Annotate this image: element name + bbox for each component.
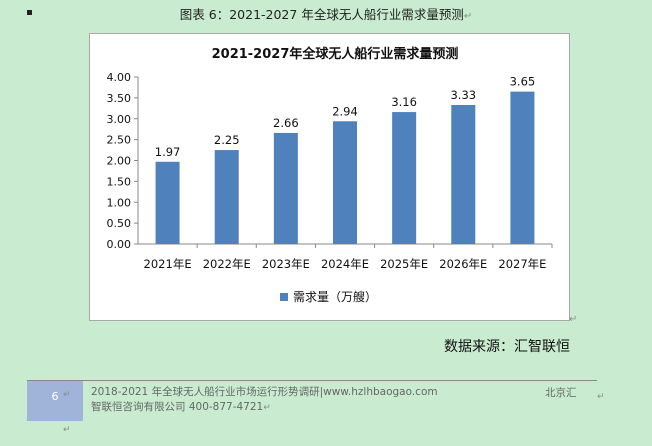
paragraph-mark-icon: ↵ (463, 11, 473, 22)
bar-value-label: 1.97 (155, 145, 181, 159)
y-tick-label: 3.50 (107, 92, 132, 105)
x-tick-label: 2025年E (380, 257, 428, 271)
bar-value-label: 2.25 (214, 133, 240, 147)
data-source-note: 数据来源：汇智联恒 (444, 339, 570, 355)
bar (155, 161, 180, 244)
y-tick-label: 4.00 (107, 71, 132, 84)
chart-title: 2021-2027年全球无人船行业需求量预测 (212, 46, 459, 62)
bar (214, 150, 239, 244)
figure-caption-text: 图表 6：2021-2027 年全球无人船行业需求量预测 (179, 7, 464, 22)
footer-city: 北京汇 (545, 387, 577, 399)
y-tick-label: 0.50 (107, 217, 132, 230)
page-number: 6 (51, 390, 59, 403)
x-tick-label: 2022年E (203, 257, 251, 271)
x-tick-label: 2021年E (144, 257, 192, 271)
y-tick-label: 2.00 (107, 155, 132, 168)
footer-text: 2018-2021 年全球无人船行业市场运行形势调研|www.hzlhbaoga… (91, 385, 531, 416)
bar-value-label: 3.16 (391, 95, 417, 109)
paragraph-mark-icon: ↵ (63, 390, 71, 400)
page-number-box: 6 (27, 381, 83, 421)
x-axis-labels: 2021年E 2022年E 2023年E 2024年E 2025年E 2026年E 2027… (144, 244, 553, 271)
bar (451, 104, 476, 244)
chart-container: 2021-2027年全球无人船行业需求量预测 0.00 0.50 1.00 1.50 2… (89, 33, 570, 321)
paragraph-mark-icon: ↵ (597, 392, 605, 402)
x-tick-label: 2026年E (439, 257, 487, 271)
x-tick-label: 2027年E (498, 257, 546, 271)
chart-legend: 需求量（万艘） (280, 289, 377, 304)
bullet-marker (27, 10, 32, 15)
figure-caption: 图表 6：2021-2027 年全球无人船行业需求量预测↵ (0, 4, 652, 23)
bar-value-label: 2.66 (273, 116, 299, 130)
paragraph-mark-icon: ↵ (263, 403, 271, 413)
y-tick-label: 1.00 (107, 196, 132, 209)
bar (273, 132, 298, 244)
legend-swatch (280, 293, 288, 301)
footer-divider (27, 380, 597, 381)
bar (510, 91, 535, 244)
y-tick-label: 1.50 (107, 175, 132, 188)
x-tick-label: 2024年E (321, 257, 369, 271)
y-axis-ticks: 0.00 0.50 1.00 1.50 2.00 2.50 3.00 3.50 4.00 (107, 71, 138, 251)
y-tick-label: 2.50 (107, 134, 132, 147)
bar-series: 1.97 2.25 2.66 2.94 3.16 3.33 3.65 (155, 75, 535, 244)
bar (333, 121, 357, 244)
x-tick-label: 2023年E (262, 257, 310, 271)
bar-chart: 2021-2027年全球无人船行业需求量预测 0.00 0.50 1.00 1.50 2… (107, 46, 553, 304)
y-tick-label: 3.00 (107, 113, 132, 126)
paragraph-mark-icon: ↵ (63, 425, 71, 435)
y-tick-label: 0.00 (107, 238, 132, 251)
bar-value-label: 3.65 (510, 75, 536, 89)
paragraph-mark-icon: ↵ (569, 314, 578, 325)
bar-value-label: 3.33 (450, 88, 476, 102)
legend-label: 需求量（万艘） (293, 289, 377, 304)
bar (392, 112, 417, 244)
footer-line-2: 智联恒咨询有限公司 400-877-4721 (91, 401, 264, 413)
footer-line-1: 2018-2021 年全球无人船行业市场运行形势调研|www.hzlhbaoga… (91, 386, 438, 398)
bar-value-label: 2.94 (332, 104, 358, 118)
